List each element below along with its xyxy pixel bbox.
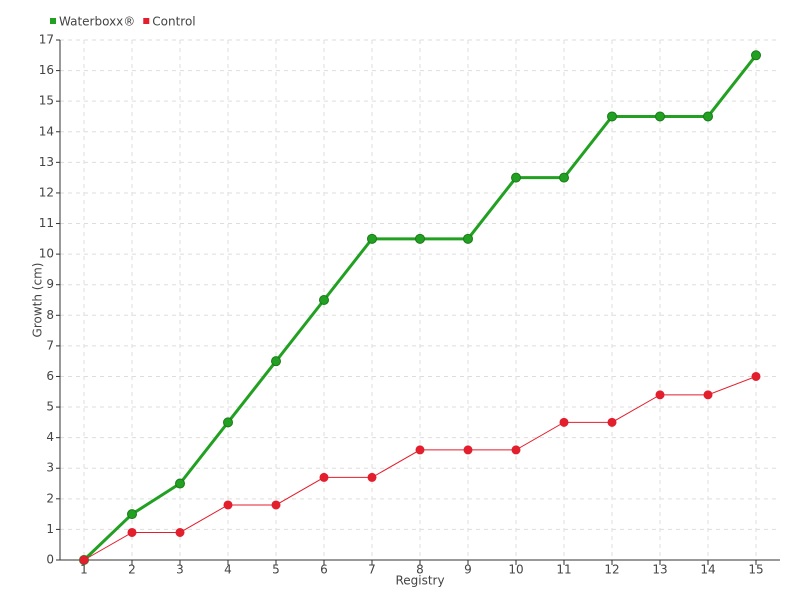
y-tick-label: 14 — [39, 124, 54, 138]
legend-label: Control — [152, 15, 195, 29]
x-tick-label: 7 — [368, 563, 376, 577]
y-tick-label: 0 — [46, 553, 54, 567]
x-tick-label: 5 — [272, 563, 280, 577]
point — [175, 478, 185, 489]
y-tick-label: 2 — [46, 491, 54, 505]
point — [559, 172, 569, 183]
x-tick-label: 4 — [224, 563, 232, 577]
point — [607, 111, 617, 122]
point — [367, 233, 377, 244]
y-tick-label: 4 — [46, 430, 54, 444]
y-tick-label: 16 — [39, 63, 54, 77]
point — [175, 527, 185, 537]
x-tick-label: 1 — [80, 563, 88, 577]
point — [127, 527, 137, 537]
point — [319, 472, 329, 482]
legend-label: Waterboxx® — [59, 15, 135, 29]
point — [703, 390, 713, 400]
x-tick-label: 8 — [416, 563, 424, 577]
x-tick-label: 3 — [176, 563, 184, 577]
x-tick-label: 6 — [320, 563, 328, 577]
y-tick-label: 7 — [46, 338, 54, 352]
y-tick-label: 17 — [39, 33, 54, 47]
x-axis-label: Registry — [395, 574, 444, 588]
y-tick-label: 15 — [39, 94, 54, 108]
x-tick-label: 15 — [748, 563, 763, 577]
point — [559, 417, 569, 427]
point — [415, 233, 425, 244]
x-tick-label: 9 — [464, 563, 472, 577]
x-tick-label: 14 — [700, 563, 715, 577]
point — [79, 555, 89, 565]
point — [751, 371, 761, 381]
x-tick-label: 10 — [508, 563, 523, 577]
x-tick-label: 2 — [128, 563, 136, 577]
y-tick-label: 6 — [46, 369, 54, 383]
y-tick-label: 12 — [39, 185, 54, 199]
point — [703, 111, 713, 122]
point — [223, 417, 233, 428]
point — [655, 390, 665, 400]
point — [607, 417, 617, 427]
legend-swatch — [50, 18, 56, 24]
y-tick-label: 10 — [39, 247, 54, 261]
point — [319, 295, 329, 305]
point — [271, 500, 281, 510]
y-tick-label: 9 — [46, 277, 54, 291]
point — [271, 356, 281, 367]
legend-swatch — [143, 18, 150, 24]
x-tick-label: 12 — [604, 563, 619, 577]
point — [511, 172, 521, 183]
point — [367, 472, 377, 482]
point — [463, 445, 473, 455]
y-tick-label: 3 — [46, 461, 54, 475]
y-tick-label: 13 — [39, 155, 54, 169]
x-tick-label: 11 — [556, 563, 571, 577]
point — [223, 500, 233, 510]
y-axis-label: Growth (cm) — [31, 263, 45, 338]
y-tick-label: 5 — [46, 400, 54, 414]
point — [463, 233, 473, 244]
point — [415, 445, 425, 455]
point — [127, 509, 137, 520]
x-tick-label: 13 — [652, 563, 667, 577]
y-tick-label: 11 — [39, 216, 54, 230]
y-tick-label: 8 — [46, 308, 54, 322]
point — [655, 111, 665, 122]
point — [511, 445, 521, 455]
y-tick-label: 1 — [46, 522, 54, 536]
point — [751, 50, 761, 61]
